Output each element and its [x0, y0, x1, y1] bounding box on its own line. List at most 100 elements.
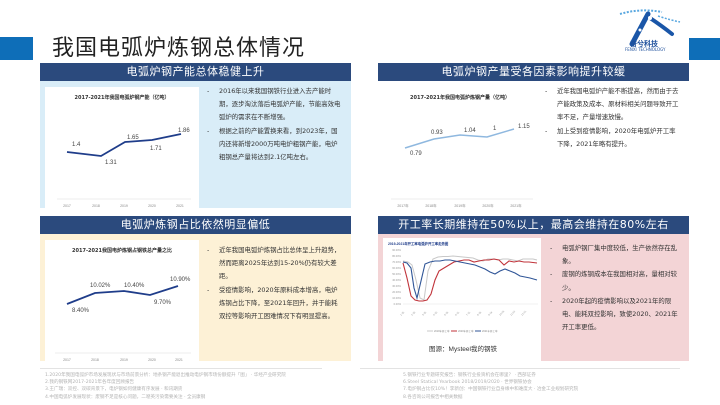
panel-heading: 电弧炉钢产量受各因素影响提升较缓: [378, 63, 689, 81]
divider: [40, 368, 322, 369]
svg-text:2-08: 2-08: [411, 311, 417, 317]
bullet-list: 近年我国电弧炉产能不断提高，然而由于去产能政策及成本、原材料相关问题导致开工率不…: [541, 85, 681, 151]
svg-text:5-06: 5-06: [444, 311, 450, 317]
svg-text:2017: 2017: [63, 358, 71, 362]
svg-text:30.00%: 30.00%: [392, 284, 401, 288]
panel-heading: 开工率长期维持在50%以上，最高会维持在80%左右: [378, 216, 689, 234]
panel-share: 电弧炉炼钢占比依然明显偏低 2017-2021我国电炉炼钢占钢铁总产量之比 8.…: [40, 216, 351, 365]
chart-source: 图源：Mysteel我的钢铁: [429, 344, 497, 353]
panel-body: 2019-2021年开工率电弧炉开工率走势图 0.00% 10.00% 20.0…: [378, 234, 689, 368]
svg-text:10-06: 10-06: [499, 310, 506, 317]
svg-text:12-01: 12-01: [521, 310, 528, 317]
bullet-item: 加上受到疫情影响，2020年电弧炉开工率下降，2021年略有提升。: [541, 125, 681, 151]
svg-text:60.00%: 60.00%: [392, 266, 401, 270]
svg-text:8-06: 8-06: [477, 311, 483, 317]
chart-title: 2017-2021年我国电弧炉炼钢产量（亿吨）: [410, 95, 510, 101]
svg-text:70.00%: 70.00%: [392, 260, 401, 264]
svg-text:2020: 2020: [148, 204, 156, 208]
data-label: 9.70%: [154, 300, 172, 306]
svg-text:6-01: 6-01: [455, 311, 461, 317]
data-label: 1.15: [518, 124, 530, 130]
svg-text:11-03: 11-03: [510, 310, 517, 317]
data-label: 8.40%: [72, 308, 90, 314]
panel-body: 2017-2021我国电炉炼钢占钢铁总产量之比 8.40% 10.02% 10.…: [40, 234, 351, 365]
svg-text:20.00%: 20.00%: [392, 290, 401, 294]
data-label: 1.86: [178, 128, 190, 134]
accent-bar-right: [689, 38, 720, 60]
reference-item: 6.Steel Statical Yearbook 2018/2019/2020…: [403, 380, 532, 386]
line-chart: 2019-2021年开工率电弧炉开工率走势图 0.00% 10.00% 20.0…: [388, 241, 538, 353]
svg-text:2020: 2020: [148, 358, 156, 362]
svg-text:3-05: 3-05: [422, 311, 428, 317]
svg-text:2019: 2019: [120, 358, 128, 362]
svg-text:50.00%: 50.00%: [392, 272, 401, 276]
svg-text:2019: 2019: [120, 204, 128, 208]
svg-text:0.00%: 0.00%: [394, 302, 402, 306]
svg-text:2019年开工率: 2019年开工率: [434, 329, 450, 333]
data-label: 10.40%: [124, 283, 145, 289]
bullet-item: 近年我国电弧炉产能不断提高，然而由于去产能政策及成本、原材料相关问题导致开工率不…: [541, 85, 681, 125]
panel-body: 2017-2021年我国电弧炉钢产能（亿吨） 1.4 1.31 1.65 1.7…: [40, 81, 351, 212]
accent-bar-left: [0, 37, 33, 60]
data-label: 1.4: [72, 142, 81, 148]
bullet-list: 电弧炉钢厂集中度较低，生产依然存在乱象。 废钢的炼钢成本在我国相对高，量相对较少…: [546, 242, 682, 334]
svg-text:1-05: 1-05: [400, 311, 406, 317]
svg-text:2017: 2017: [63, 204, 71, 208]
svg-text:2018: 2018: [91, 358, 99, 362]
svg-text:4-03: 4-03: [433, 311, 439, 317]
chart-title: 2017-2021我国电炉炼钢占钢铁总产量之比: [72, 248, 172, 254]
bullet-list: 近年我国电弧炉炼钢占比总体呈上升趋势，然而距离2025年达到15-20%仍有较大…: [203, 244, 343, 323]
page-title: 我国电弧炉炼钢总体情况: [52, 36, 306, 61]
panel-capacity: 电弧炉钢产能总体稳健上升 2017-2021年我国电弧炉钢产能（亿吨） 1.4 …: [40, 63, 351, 212]
panel-operating-rate: 开工率长期维持在50%以上，最高会维持在80%左右 2019-2021年开工率电…: [378, 216, 689, 368]
output-chart: 2017-2021年我国电弧炉炼钢产量（亿吨） 0.79 0.93 1.04 1…: [383, 87, 537, 212]
svg-text:40.00%: 40.00%: [392, 278, 401, 282]
bullet-list: 2016年以来我国钢铁行业进入去产能时期，逐步淘汰落后电弧炉产能，节能高效电弧炉…: [203, 85, 343, 164]
reference-item: 4.中国电弧炉发展现状：废钢不足是核心问题，二噁英污染需要关注 · 全员康钢: [45, 394, 206, 400]
line-chart: 1.4 1.31 1.65 1.71 1.86 2017 2018 2019 2…: [57, 128, 191, 208]
divider: [360, 368, 680, 369]
chart-title: 2019-2021年开工率电弧炉开工率走势图: [388, 241, 449, 246]
svg-text:2019年: 2019年: [454, 203, 466, 208]
logo-subtitle: FENXI TECHNOLOGY: [625, 47, 666, 52]
svg-text:2021年: 2021年: [510, 203, 522, 208]
data-label: 1.04: [464, 128, 476, 134]
panel-heading: 电弧炉炼钢占比依然明显偏低: [40, 216, 351, 234]
svg-text:2017年: 2017年: [397, 203, 409, 208]
bullet-item: 2016年以来我国钢铁行业进入去产能时期，逐步淘汰落后电弧炉产能，节能高效电弧炉…: [203, 85, 343, 125]
panel-output: 电弧炉钢产量受各因素影响提升较缓 2017-2021年我国电弧炉炼钢产量（亿吨）…: [378, 63, 689, 212]
svg-text:2021: 2021: [175, 358, 183, 362]
capacity-chart: 2017-2021年我国电弧炉钢产能（亿吨） 1.4 1.31 1.65 1.7…: [45, 87, 199, 212]
reference-item: 8.各咨询公司报告中相关数据: [403, 394, 463, 400]
data-label: 10.90%: [170, 277, 191, 283]
reference-item: 3.王广瑞：双控、双碳背景下，电炉钢如何健康有序发展 · 和讯期货: [45, 387, 183, 393]
svg-text:90.00%: 90.00%: [392, 248, 401, 252]
share-chart: 2017-2021我国电炉炼钢占钢铁总产量之比 8.40% 10.02% 10.…: [45, 240, 199, 365]
svg-text:9-04: 9-04: [488, 311, 494, 317]
svg-text:10.00%: 10.00%: [392, 296, 401, 300]
svg-text:80.00%: 80.00%: [392, 254, 401, 258]
data-label: 0.93: [431, 130, 443, 136]
bullet-item: 废钢的炼钢成本在我国相对高，量相对较少。: [546, 268, 682, 294]
references-left: 1.2020年我国电弧炉市场发展现状与市场前景分析：地条钢产能退出推动电炉钢市场…: [45, 372, 286, 401]
company-logo-icon: [619, 9, 681, 47]
logo-name: 奋兮科技: [630, 40, 658, 48]
reference-item: 2.我的钢铁网2017-2021年各年度回顾报告: [45, 380, 135, 386]
data-label: 0.79: [410, 151, 422, 157]
bullet-item: 电弧炉钢厂集中度较低，生产依然存在乱象。: [546, 242, 682, 268]
reference-item: 5.钢铁行业专题研究报告：钢铁行业投资机会在哪里？ · 西部证券: [403, 373, 536, 378]
svg-text:2021: 2021: [176, 204, 184, 208]
svg-text:7-01: 7-01: [466, 311, 472, 317]
panel-body: 2017-2021年我国电弧炉炼钢产量（亿吨） 0.79 0.93 1.04 1…: [378, 81, 689, 212]
svg-text:2020年: 2020年: [482, 203, 494, 208]
line-chart: 8.40% 10.02% 10.40% 9.70% 10.90% 2017 20…: [55, 277, 191, 362]
data-label: 1.65: [127, 135, 139, 141]
chart-title: 2017-2021年我国电弧炉钢产能（亿吨）: [74, 95, 170, 101]
bullet-item: 根据之前的产能置换来看，到2023年，国内还将新增2000万吨电炉粗钢产能，电炉…: [203, 125, 343, 165]
bullet-item: 近年我国电弧炉炼钢占比总体呈上升趋势，然而距离2025年达到15-20%仍有较大…: [203, 244, 343, 284]
panel-heading: 电弧炉钢产能总体稳健上升: [40, 63, 351, 81]
data-label: 1.71: [150, 146, 162, 152]
operating-rate-chart: 2019-2021年开工率电弧炉开工率走势图 0.00% 10.00% 20.0…: [383, 238, 541, 368]
data-label: 1.31: [105, 160, 117, 166]
